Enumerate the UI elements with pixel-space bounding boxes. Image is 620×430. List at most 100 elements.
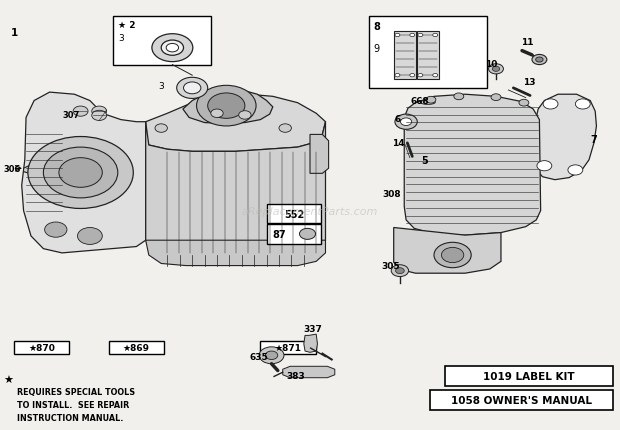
Text: ★ 2: ★ 2 xyxy=(118,21,136,30)
Circle shape xyxy=(265,351,278,359)
Circle shape xyxy=(454,94,464,101)
Circle shape xyxy=(401,119,412,126)
Circle shape xyxy=(177,78,208,99)
Text: 383: 383 xyxy=(286,371,305,380)
Text: 5: 5 xyxy=(422,155,428,166)
Circle shape xyxy=(395,115,417,130)
Text: 1019 LABEL KIT: 1019 LABEL KIT xyxy=(483,371,575,381)
Polygon shape xyxy=(310,135,329,174)
Text: 1: 1 xyxy=(11,28,19,37)
Circle shape xyxy=(391,265,409,277)
Text: 552: 552 xyxy=(284,209,304,219)
Polygon shape xyxy=(24,164,43,175)
Ellipse shape xyxy=(420,101,435,105)
Polygon shape xyxy=(146,241,326,266)
Text: 6: 6 xyxy=(395,114,401,123)
Circle shape xyxy=(239,111,251,120)
Circle shape xyxy=(410,34,415,37)
Bar xyxy=(108,341,164,355)
Circle shape xyxy=(155,125,167,133)
Circle shape xyxy=(259,347,284,364)
Bar xyxy=(267,204,321,224)
Circle shape xyxy=(433,34,438,37)
Circle shape xyxy=(536,58,543,63)
Circle shape xyxy=(410,74,415,78)
Text: ★: ★ xyxy=(3,375,13,385)
Circle shape xyxy=(519,100,529,107)
Circle shape xyxy=(184,83,201,95)
Text: ★869: ★869 xyxy=(123,344,150,352)
Circle shape xyxy=(426,97,436,104)
Bar xyxy=(267,224,321,244)
Polygon shape xyxy=(183,91,273,124)
Circle shape xyxy=(43,148,118,198)
Circle shape xyxy=(28,137,133,209)
Text: ★870: ★870 xyxy=(28,344,55,352)
Circle shape xyxy=(491,95,501,101)
Circle shape xyxy=(395,74,400,78)
Text: 337: 337 xyxy=(304,324,322,333)
Circle shape xyxy=(92,107,107,117)
Text: aReplacementParts.com: aReplacementParts.com xyxy=(242,206,378,216)
Circle shape xyxy=(197,86,256,127)
Circle shape xyxy=(166,44,179,53)
Polygon shape xyxy=(304,335,317,353)
Circle shape xyxy=(152,35,193,62)
Circle shape xyxy=(161,41,184,56)
Circle shape xyxy=(418,74,423,78)
Text: 13: 13 xyxy=(523,78,535,87)
Bar xyxy=(260,341,316,355)
Text: 11: 11 xyxy=(521,38,533,47)
Circle shape xyxy=(73,107,88,117)
Text: 87: 87 xyxy=(273,229,286,239)
Text: 1058 OWNER'S MANUAL: 1058 OWNER'S MANUAL xyxy=(451,395,592,405)
Circle shape xyxy=(489,64,503,75)
Text: 9: 9 xyxy=(374,44,380,54)
Polygon shape xyxy=(417,32,439,80)
Bar xyxy=(430,390,613,410)
Text: 14: 14 xyxy=(392,139,404,148)
Circle shape xyxy=(433,74,438,78)
Polygon shape xyxy=(533,95,596,180)
Polygon shape xyxy=(404,95,541,236)
Circle shape xyxy=(568,166,583,175)
Circle shape xyxy=(59,158,102,188)
Circle shape xyxy=(441,248,464,263)
Text: REQUIRES SPECIAL TOOLS
TO INSTALL.  SEE REPAIR
INSTRUCTION MANUAL.: REQUIRES SPECIAL TOOLS TO INSTALL. SEE R… xyxy=(17,387,136,422)
Circle shape xyxy=(395,34,400,37)
Circle shape xyxy=(78,228,102,245)
Bar xyxy=(6,21,363,344)
Bar xyxy=(369,17,487,89)
Text: 3: 3 xyxy=(118,34,124,43)
Text: 10: 10 xyxy=(485,60,498,69)
Polygon shape xyxy=(283,366,335,378)
Circle shape xyxy=(543,100,558,110)
Bar xyxy=(113,17,211,65)
Polygon shape xyxy=(146,123,326,255)
Bar xyxy=(14,341,69,355)
Polygon shape xyxy=(22,93,146,253)
Text: 305: 305 xyxy=(381,261,400,270)
Text: 3: 3 xyxy=(158,82,164,91)
Polygon shape xyxy=(394,32,416,80)
Text: 635: 635 xyxy=(250,352,268,361)
Polygon shape xyxy=(146,95,326,152)
Circle shape xyxy=(492,67,500,72)
Text: ★871: ★871 xyxy=(275,344,302,352)
Bar xyxy=(445,366,613,386)
Circle shape xyxy=(92,111,107,121)
Polygon shape xyxy=(394,228,501,273)
Circle shape xyxy=(211,110,223,118)
Circle shape xyxy=(45,222,67,238)
Circle shape xyxy=(532,55,547,65)
Text: 7: 7 xyxy=(591,134,598,144)
Text: 308: 308 xyxy=(383,190,401,199)
Text: 668: 668 xyxy=(410,97,429,106)
Bar xyxy=(420,103,435,112)
Circle shape xyxy=(418,34,423,37)
Text: 306: 306 xyxy=(3,164,20,173)
Circle shape xyxy=(396,268,404,274)
Circle shape xyxy=(575,100,590,110)
Circle shape xyxy=(279,125,291,133)
Text: 307: 307 xyxy=(62,111,79,120)
